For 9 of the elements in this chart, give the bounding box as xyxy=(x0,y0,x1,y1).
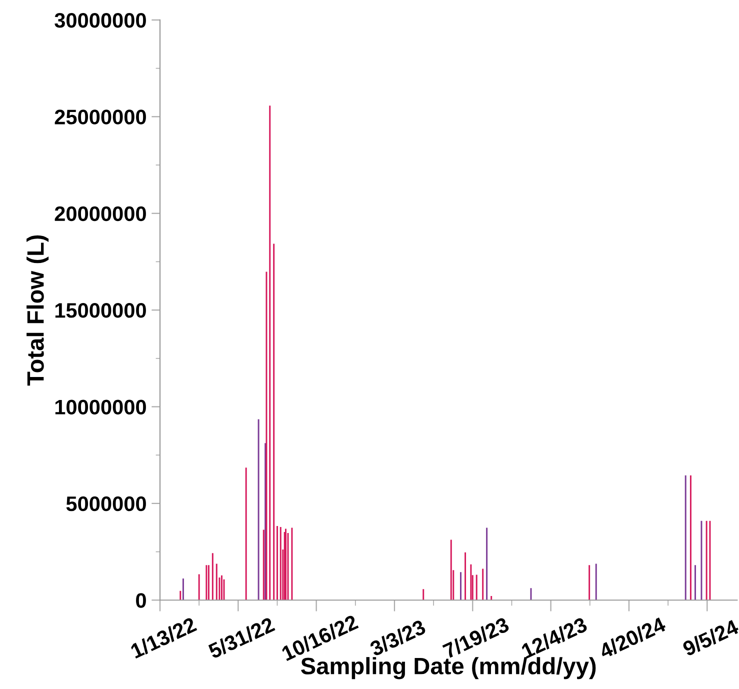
y-tick-label: 10000000 xyxy=(55,400,146,414)
y-tick-label: 0 xyxy=(136,593,146,608)
y-tick-label: 5000000 xyxy=(66,496,146,512)
y-tick-label: 20000000 xyxy=(54,206,146,222)
y-tick-label: 30000000 xyxy=(54,12,146,28)
x-tick-label: 3/3/23 xyxy=(368,618,427,657)
y-tick-label: 25000000 xyxy=(54,110,146,124)
y-tick-label: 15000000 xyxy=(55,303,146,318)
y-axis-title: Total Flow (L) xyxy=(26,235,49,386)
